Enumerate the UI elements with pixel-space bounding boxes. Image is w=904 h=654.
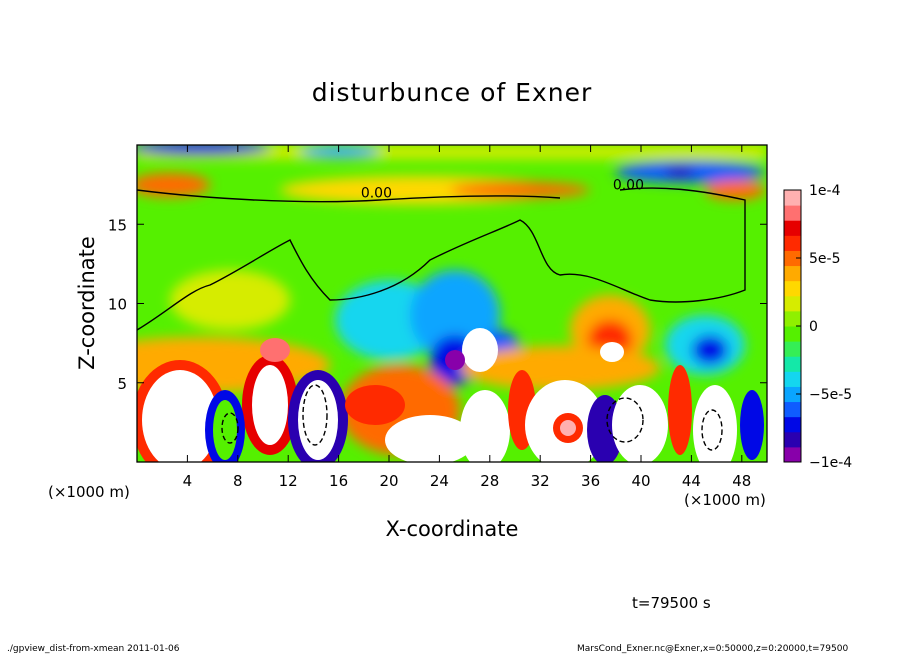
x-unit-label-left: (×1000 m) bbox=[48, 483, 130, 501]
x-tick-label: 48 bbox=[732, 472, 751, 490]
colorbar-segment bbox=[784, 280, 801, 297]
colorbar-segment bbox=[784, 446, 801, 463]
y-tick-label: 15 bbox=[108, 216, 127, 234]
colorbar-segment bbox=[784, 356, 801, 372]
colorbar-segment bbox=[784, 235, 801, 251]
y-tick-label: 10 bbox=[108, 296, 127, 314]
colorbar-segment bbox=[784, 341, 801, 357]
colorbar-segment bbox=[784, 295, 801, 312]
colorbar-tick-label: −1e-4 bbox=[809, 455, 852, 471]
x-tick-label: 36 bbox=[581, 472, 600, 490]
contour-lines bbox=[137, 187, 746, 451]
colorbar-segment bbox=[784, 250, 801, 267]
colorbar-segment bbox=[784, 431, 801, 448]
x-tick-label: 4 bbox=[183, 472, 193, 490]
colorbar-segment bbox=[784, 416, 801, 433]
heatmap-field bbox=[137, 145, 767, 462]
x-unit-label-right: (×1000 m) bbox=[684, 491, 766, 509]
y-axis: 5 10 15 bbox=[108, 216, 767, 393]
x-tick-label: 20 bbox=[379, 472, 398, 490]
x-axis: 4 8 12 16 20 24 28 32 36 40 44 48 bbox=[183, 145, 751, 490]
colorbar-tick-label: 5e-5 bbox=[809, 251, 840, 267]
colorbar-segment bbox=[784, 326, 801, 342]
colorbar-segment bbox=[784, 386, 801, 403]
y-tick-label: 5 bbox=[117, 375, 127, 393]
x-tick-label: 44 bbox=[682, 472, 701, 490]
footer-left-text: ./gpview_dist-from-xmean 2011-01-06 bbox=[7, 644, 180, 654]
chart-title: disturbunce of Exner bbox=[312, 78, 593, 107]
colorbar-tick-label: −5e-5 bbox=[809, 387, 852, 403]
contour-label: 0.00 bbox=[361, 185, 392, 201]
x-tick-label: 16 bbox=[329, 472, 348, 490]
colorbar-segment bbox=[784, 190, 801, 206]
colorbar-segment bbox=[784, 401, 801, 418]
x-tick-label: 28 bbox=[480, 472, 499, 490]
x-axis-label: X-coordinate bbox=[386, 517, 519, 541]
colorbar-segment bbox=[784, 220, 801, 236]
colorbar-segment bbox=[784, 371, 801, 387]
contour-label: 0.00 bbox=[613, 177, 644, 193]
x-tick-label: 12 bbox=[279, 472, 298, 490]
time-label: t=79500 s bbox=[632, 594, 711, 612]
colorbar-tick-label: 0 bbox=[809, 319, 818, 335]
colorbar-tick-label: 1e-4 bbox=[809, 183, 841, 199]
colorbar-segment bbox=[784, 265, 801, 282]
x-tick-label: 32 bbox=[531, 472, 550, 490]
x-tick-label: 8 bbox=[233, 472, 243, 490]
colorbar-segment bbox=[784, 310, 801, 327]
x-tick-label: 40 bbox=[631, 472, 650, 490]
colorbar: 1e-4 5e-5 0 −5e-5 −1e-4 bbox=[783, 183, 852, 471]
footer-right-text: MarsCond_Exner.nc@Exner,x=0:50000,z=0:20… bbox=[577, 644, 848, 654]
colorbar-segment bbox=[784, 205, 801, 221]
x-tick-label: 24 bbox=[430, 472, 449, 490]
y-axis-label: Z-coordinate bbox=[75, 236, 99, 370]
